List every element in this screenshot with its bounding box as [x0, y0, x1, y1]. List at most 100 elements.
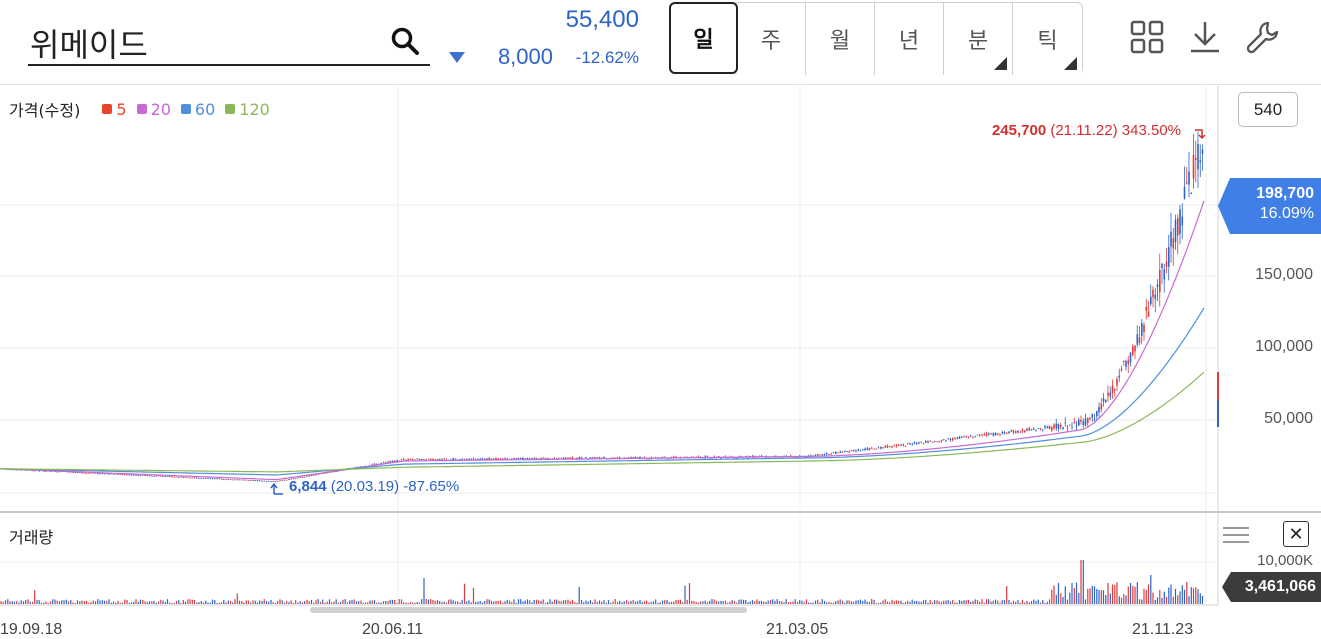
volume-bar — [331, 602, 333, 604]
legend-item-ma5[interactable]: 5 — [102, 100, 127, 119]
candle-body — [952, 438, 954, 441]
candle-body — [1010, 430, 1013, 432]
volume-bar — [396, 602, 398, 604]
tab-week[interactable]: 주 — [737, 3, 806, 75]
candle-body — [443, 458, 445, 460]
volume-bar — [340, 601, 342, 604]
volume-bar — [56, 600, 58, 604]
candle-body — [375, 463, 378, 465]
volume-bar — [295, 600, 297, 604]
candle-body — [711, 457, 713, 458]
wrench-icon[interactable] — [1246, 20, 1280, 54]
tab-year[interactable]: 년 — [875, 3, 944, 75]
chart-scrollbar[interactable] — [310, 607, 747, 613]
volume-bar — [792, 601, 794, 604]
candle-body — [1051, 427, 1053, 431]
candle-body — [207, 477, 209, 479]
candle-body — [454, 458, 457, 460]
legend-item-ma120[interactable]: 120 — [225, 100, 270, 119]
download-icon[interactable] — [1188, 20, 1222, 54]
candle-body — [191, 477, 193, 479]
volume-bar — [601, 601, 603, 604]
tab-tick[interactable]: 틱 — [1013, 3, 1082, 75]
volume-bar — [1168, 587, 1170, 604]
candle-body — [333, 471, 335, 473]
volume-bar — [866, 601, 868, 604]
volume-bar — [1118, 596, 1120, 604]
grid-icon[interactable] — [1130, 20, 1164, 54]
candle-body — [967, 437, 970, 439]
volume-bar — [157, 601, 160, 604]
candle-body — [1120, 369, 1123, 371]
search-icon[interactable] — [390, 26, 420, 56]
volume-bar — [328, 599, 331, 604]
candle-body — [490, 458, 493, 460]
legend-item-ma60[interactable]: 60 — [180, 100, 215, 119]
volume-bar — [704, 600, 706, 604]
candle-body — [997, 433, 999, 435]
tab-minute[interactable]: 분 — [944, 3, 1013, 75]
candle-body — [43, 470, 45, 472]
volume-bar — [441, 602, 443, 604]
volume-bar — [63, 600, 65, 604]
candle-body — [38, 470, 41, 472]
candle-body — [40, 470, 43, 471]
candle-body — [238, 479, 241, 481]
volume-bar — [495, 600, 497, 604]
candle-body — [1145, 306, 1148, 311]
volume-bar — [855, 600, 857, 604]
candle-body — [461, 458, 463, 460]
volume-bar — [1010, 602, 1012, 604]
volume-bar — [486, 599, 488, 604]
candle-body — [587, 458, 590, 460]
volume-bar — [886, 601, 889, 604]
candle-body — [880, 446, 882, 449]
volume-bar — [1150, 574, 1152, 604]
candle-body — [31, 470, 34, 472]
volume-bar — [574, 602, 576, 604]
candle-body — [801, 456, 803, 457]
candle-body — [992, 433, 995, 436]
volume-bar — [556, 599, 558, 604]
volume-bar — [97, 599, 99, 604]
candle-count-badge[interactable]: 540 — [1238, 92, 1298, 127]
volume-bar — [362, 602, 364, 604]
volume-bar — [171, 603, 173, 604]
stock-search-field[interactable]: 위메이드 — [28, 12, 430, 66]
candle-body — [920, 441, 923, 443]
candle-body — [925, 440, 927, 443]
tab-day[interactable]: 일 — [669, 2, 738, 74]
candle-body — [310, 475, 313, 477]
tab-month[interactable]: 월 — [806, 3, 875, 75]
volume-bar — [511, 602, 513, 604]
candle-body — [506, 458, 508, 460]
candle-body — [184, 476, 187, 478]
candle-body — [479, 458, 481, 460]
ma-line-120 — [0, 371, 1205, 473]
candle-body — [569, 457, 572, 459]
candle-body — [24, 470, 27, 471]
candle-body — [783, 456, 785, 458]
volume-bar — [758, 600, 760, 604]
candle-body — [956, 437, 959, 439]
volume-bar — [952, 600, 954, 604]
candle-body — [677, 457, 680, 458]
volume-bar — [245, 600, 247, 604]
volume-bar — [594, 599, 596, 604]
volume-bar — [826, 602, 828, 604]
candle-body — [229, 479, 232, 481]
volume-bar — [1033, 599, 1035, 604]
volume-bar — [682, 602, 684, 604]
candle-body — [418, 459, 421, 460]
close-volume-button[interactable]: ✕ — [1283, 521, 1309, 547]
candle-body — [4, 468, 7, 470]
volume-bar — [1127, 586, 1129, 604]
candle-body — [52, 470, 54, 472]
legend-item-ma20[interactable]: 20 — [136, 100, 171, 119]
candle-body — [898, 444, 900, 446]
volume-bar — [1073, 588, 1075, 604]
volume-bar — [76, 600, 79, 604]
menu-icon[interactable] — [1223, 525, 1249, 545]
candle-body — [794, 456, 797, 458]
